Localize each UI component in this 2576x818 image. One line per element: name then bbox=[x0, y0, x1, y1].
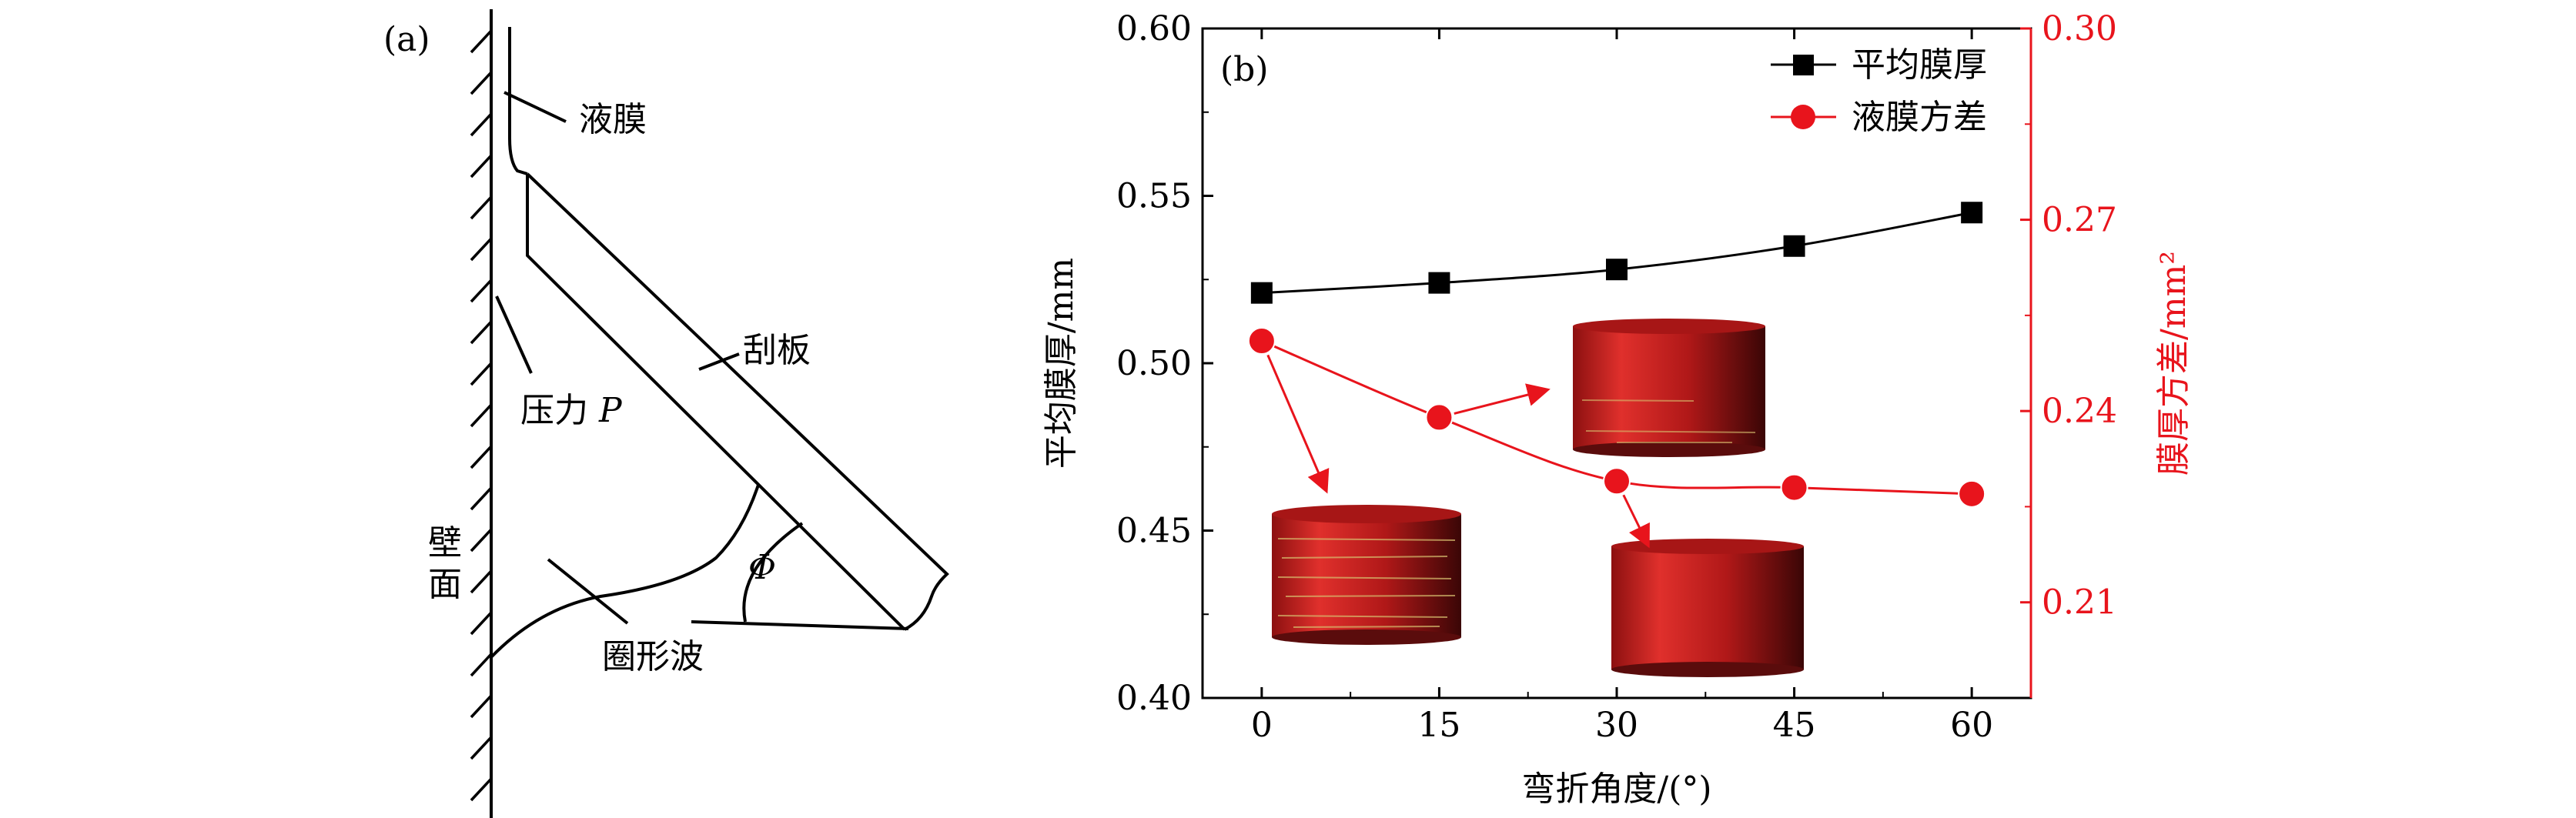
y-left-ticks: 0.40 0.45 0.50 0.55 0.60 bbox=[1116, 9, 1213, 718]
series-0-point bbox=[1250, 282, 1273, 304]
pressure-label: 压力 P bbox=[520, 391, 623, 430]
y-left-tick-label: 0.50 bbox=[1116, 344, 1192, 383]
y-right-tick-label: 0.30 bbox=[2042, 9, 2117, 48]
series-0-point bbox=[1606, 259, 1628, 281]
wall-hatch-mark bbox=[470, 320, 493, 345]
legend-item-1: 液膜方差 bbox=[1771, 98, 1987, 137]
angle-arc bbox=[742, 522, 804, 623]
wall-hatch-mark bbox=[470, 777, 493, 802]
wall-hatch-mark bbox=[470, 694, 493, 719]
tip-line bbox=[691, 620, 909, 630]
x-tick-label: 15 bbox=[1417, 706, 1460, 745]
y-right-tick-label: 0.27 bbox=[2042, 201, 2117, 240]
legend-marker-0 bbox=[1793, 55, 1814, 75]
y-right-tick-label: 0.21 bbox=[2042, 583, 2117, 623]
legend-item-0: 平均膜厚 bbox=[1771, 45, 1987, 85]
film-label: 液膜 bbox=[579, 100, 647, 139]
y-left-tick-label: 0.60 bbox=[1116, 9, 1192, 48]
series-0-point bbox=[1428, 272, 1450, 294]
wall-hatch-mark bbox=[470, 195, 493, 220]
legend: 平均膜厚 液膜方差 bbox=[1771, 45, 1987, 137]
legend-label-0: 平均膜厚 bbox=[1852, 45, 1987, 85]
x-tick-label: 45 bbox=[1773, 706, 1816, 745]
y-left-tick-label: 0.55 bbox=[1116, 177, 1192, 216]
wall-hatch-mark bbox=[470, 445, 493, 469]
series-1-point bbox=[1425, 403, 1454, 432]
angle-symbol: Φ bbox=[748, 548, 776, 587]
series-line-0 bbox=[1261, 211, 1972, 295]
legend-marker-1 bbox=[1791, 105, 1815, 129]
ring-wave bbox=[490, 484, 760, 659]
wall-hatch-mark bbox=[470, 279, 493, 303]
wall-hatch-mark bbox=[470, 611, 493, 636]
cylinder-inset-2 bbox=[1573, 319, 1765, 457]
wall-hatch-mark bbox=[470, 112, 493, 137]
wall-hatch-mark bbox=[470, 154, 493, 179]
panel-b-label: (b) bbox=[1220, 50, 1269, 89]
scraper-blade bbox=[526, 172, 949, 631]
y-right-axis-title: 膜厚方差/mm² bbox=[2154, 251, 2193, 476]
wall-label-2: 面 bbox=[428, 565, 462, 604]
x-ticks: 0 15 30 45 60 bbox=[1251, 28, 1993, 745]
series-1-point bbox=[1780, 473, 1808, 502]
wall-hatch-mark bbox=[470, 237, 493, 262]
scraper-leader bbox=[698, 352, 740, 371]
wall-hatch-mark bbox=[470, 653, 493, 677]
ringwave-label: 圈形波 bbox=[602, 637, 704, 676]
y-left-tick-label: 0.40 bbox=[1116, 679, 1192, 718]
inset-arrow bbox=[1622, 494, 1650, 549]
ringwave-leader bbox=[547, 558, 629, 625]
x-tick-label: 30 bbox=[1595, 706, 1638, 745]
wall-hatch-mark bbox=[470, 362, 493, 386]
x-tick-label: 0 bbox=[1251, 706, 1273, 745]
series-1-point bbox=[1603, 467, 1631, 496]
series-0-point bbox=[1961, 202, 1983, 224]
liquid-film bbox=[508, 27, 528, 175]
wall-hatch-mark bbox=[470, 736, 493, 760]
series-1-point bbox=[1247, 327, 1276, 355]
y-left-axis-title: 平均膜厚/mm bbox=[1042, 258, 1081, 469]
legend-label-1: 液膜方差 bbox=[1852, 98, 1987, 137]
wall-hatch-mark bbox=[470, 486, 493, 511]
wall-hatch-mark bbox=[470, 29, 493, 54]
wall-hatch-mark bbox=[470, 569, 493, 594]
panel-b: (b) 0 15 30 45 60 0.400.450.500.550.60 0.210… bbox=[1042, 9, 2193, 809]
x-axis-title: 弯折角度/(°) bbox=[1521, 770, 1711, 809]
y-left-tick-label: 0.45 bbox=[1116, 512, 1192, 551]
inset-arrow bbox=[1266, 354, 1330, 494]
scraper-label: 刮板 bbox=[743, 331, 811, 370]
wall-hatch-mark bbox=[470, 528, 493, 553]
panel-a: (a) 液膜 刮板 压力 P 壁 面 圈形波 Φ bbox=[383, 9, 949, 818]
series-layer bbox=[1247, 202, 1986, 508]
series-1-point bbox=[1958, 479, 1986, 508]
pressure-leader bbox=[495, 295, 533, 374]
film-leader bbox=[503, 91, 567, 123]
x-tick-label: 60 bbox=[1950, 706, 1993, 745]
y-right-ticks: 0.21 0.24 0.27 0.30 bbox=[2020, 9, 2117, 623]
wall-hatching bbox=[470, 29, 493, 802]
wall-label-1: 壁 bbox=[428, 523, 462, 563]
cylinder-inset-1 bbox=[1272, 505, 1461, 645]
inset-arrow bbox=[1454, 383, 1551, 415]
panel-a-label: (a) bbox=[383, 20, 430, 59]
cylinder-inset-3 bbox=[1611, 539, 1804, 677]
y-right-tick-label: 0.24 bbox=[2042, 392, 2117, 431]
inset-arrows bbox=[1266, 354, 1650, 549]
wall-hatch-mark bbox=[470, 403, 493, 428]
wall-hatch-mark bbox=[470, 71, 493, 95]
series-0-point bbox=[1783, 235, 1805, 257]
